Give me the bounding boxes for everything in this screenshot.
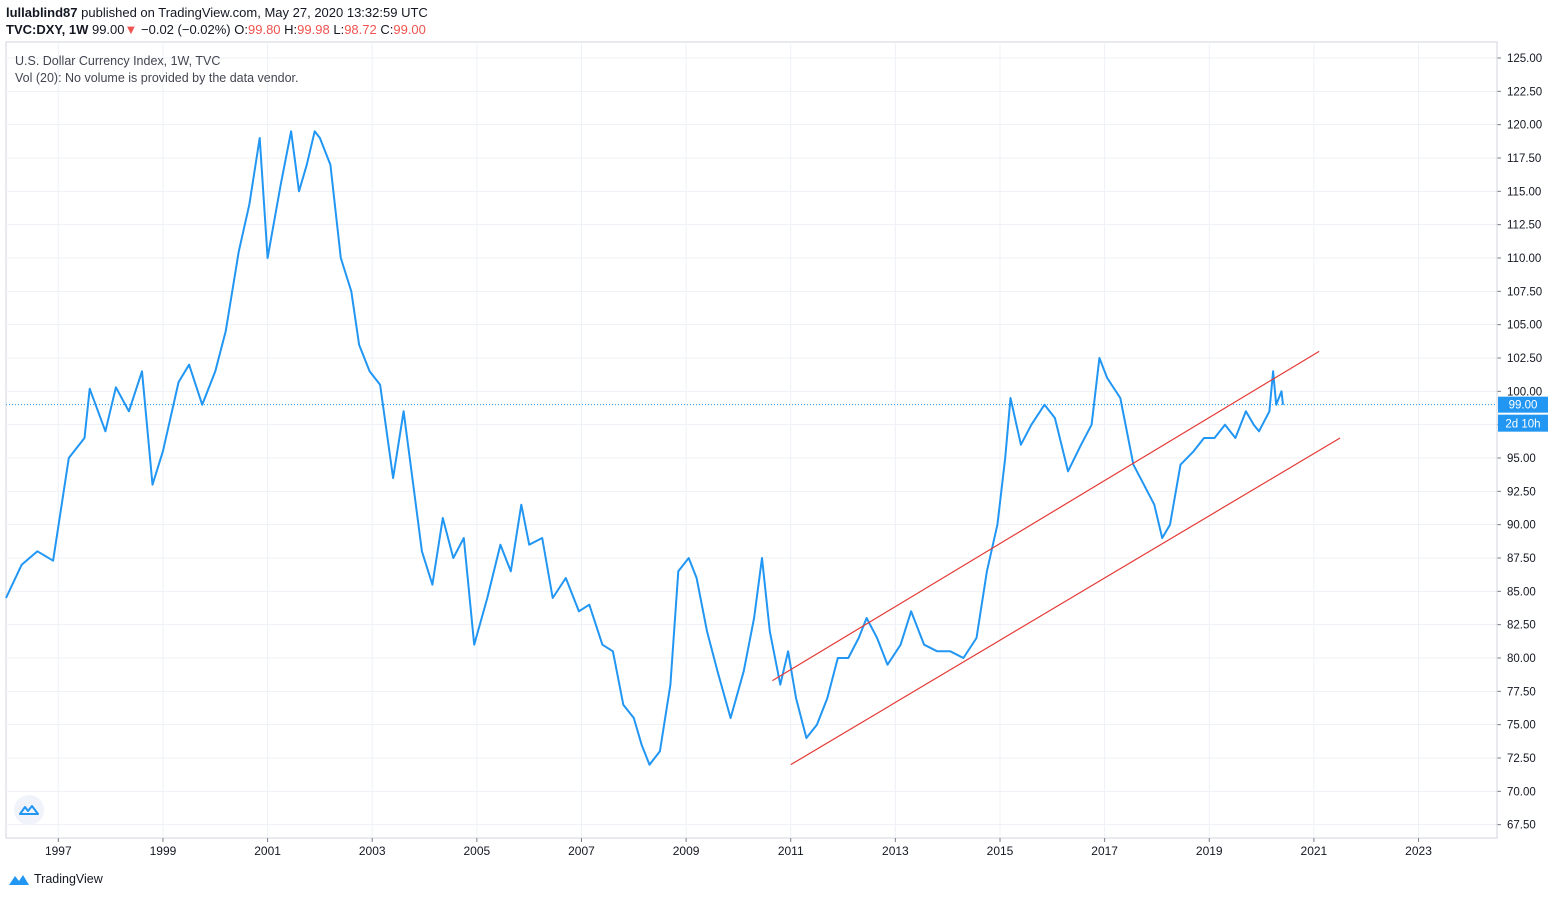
x-tick-label: 2009: [673, 844, 700, 858]
chart-legend: U.S. Dollar Currency Index, 1W, TVC Vol …: [15, 53, 299, 87]
y-tick-label: 100.00: [1507, 386, 1542, 398]
tradingview-footer-icon: [9, 874, 29, 885]
symbol-label: TVC:DXY, 1W: [6, 22, 89, 37]
y-tick-label: 67.50: [1507, 820, 1536, 832]
x-tick-label: 2007: [568, 844, 595, 858]
tradingview-badge[interactable]: [14, 795, 44, 825]
last-price: 99.00: [91, 22, 125, 37]
open-value: 99.80: [248, 22, 281, 37]
x-tick-label: 2015: [987, 844, 1014, 858]
y-tick-label: 92.50: [1507, 486, 1536, 498]
price-change: −0.02 (−0.02%): [141, 22, 231, 37]
y-tick-label: 85.00: [1507, 586, 1536, 598]
high-value: 99.98: [297, 22, 330, 37]
publish-info: lullablind87 published on TradingView.co…: [6, 4, 428, 21]
y-tick-label: 90.00: [1507, 520, 1536, 532]
countdown-badge: [1498, 414, 1548, 432]
published-text: published on TradingView.com, May 27, 20…: [81, 5, 428, 20]
plot-frame: [5, 41, 1498, 839]
y-tick-label: 95.00: [1507, 453, 1536, 465]
y-tick-label: 115.00: [1507, 186, 1541, 198]
legend-volume: Vol (20): No volume is provided by the d…: [15, 71, 299, 85]
close-label: C:: [380, 22, 394, 37]
current-price-badge-text: 99.00: [1509, 400, 1538, 412]
y-tick-label: 112.50: [1507, 220, 1541, 232]
x-tick-label: 2003: [359, 844, 386, 858]
y-tick-label: 105.00: [1507, 320, 1542, 332]
high-label: H:: [284, 22, 298, 37]
y-tick-label: 125.00: [1507, 53, 1542, 65]
down-arrow-icon: ▼: [124, 22, 138, 37]
countdown-badge-text: 2d 10h: [1505, 419, 1540, 431]
y-tick-label: 87.50: [1507, 553, 1536, 565]
author-name[interactable]: lullablind87: [6, 5, 78, 20]
x-tick-label: 2011: [778, 844, 804, 858]
dxy-price-line: [5, 130, 1284, 766]
x-tick-label: 1997: [45, 844, 72, 858]
x-tick-label: 2017: [1091, 844, 1118, 858]
close-value: 99.00: [393, 22, 426, 37]
y-tick-label: 80.00: [1507, 653, 1536, 665]
x-tick-label: 2001: [254, 844, 281, 858]
publish-header: lullablind87 published on TradingView.co…: [6, 4, 428, 38]
y-tick-label: 122.50: [1507, 86, 1542, 98]
x-tick-label: 2013: [882, 844, 909, 858]
legend-title[interactable]: U.S. Dollar Currency Index, 1W, TVC: [15, 54, 221, 68]
y-tick-label: 77.50: [1507, 686, 1536, 698]
low-value: 98.72: [344, 22, 377, 37]
tradingview-logo-icon: [19, 805, 39, 815]
y-tick-label: 102.50: [1507, 353, 1542, 365]
x-tick-label: 1999: [150, 844, 177, 858]
footer-brand-text: TradingView: [34, 872, 103, 886]
y-tick-label: 70.00: [1507, 786, 1536, 798]
y-tick-label: 107.50: [1507, 286, 1542, 298]
open-label: O:: [234, 22, 248, 37]
x-tick-label: 2005: [463, 844, 490, 858]
x-tick-label: 2023: [1405, 844, 1432, 858]
x-tick-label: 2021: [1301, 844, 1328, 858]
y-tick-label: 117.50: [1507, 153, 1541, 165]
low-label: L:: [333, 22, 345, 37]
current-price-badge: [1498, 396, 1548, 413]
y-tick-label: 120.00: [1507, 120, 1542, 132]
channel-upper-line: [772, 350, 1320, 682]
footer-brand: TradingView: [8, 872, 103, 886]
channel-lower-line: [790, 437, 1341, 766]
ohlc-line: TVC:DXY, 1W 99.00▼ −0.02 (−0.02%) O:99.8…: [6, 21, 428, 38]
y-tick-label: 75.00: [1507, 720, 1536, 732]
y-tick-label: 72.50: [1507, 753, 1536, 765]
y-tick-label: 82.50: [1507, 620, 1536, 632]
x-tick-label: 2019: [1196, 844, 1223, 858]
y-tick-label: 110.00: [1507, 253, 1541, 265]
